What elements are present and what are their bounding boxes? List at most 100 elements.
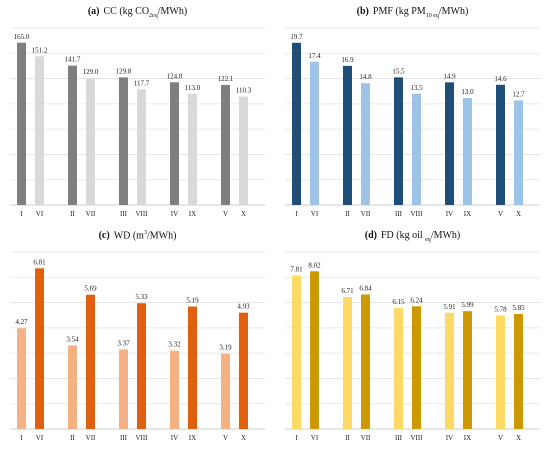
tick-label: II (70, 434, 75, 442)
chart-title: (a) CC (kg CO2eq/MWh) (0, 6, 275, 19)
chart-panel-pmf: (b) PMF (kg PM10 eq/MWh) 19.7 I 17.4 VI 16.9 I… (275, 0, 550, 224)
data-label: 13.0 (461, 88, 474, 96)
panel-letter: (b) (356, 6, 369, 17)
bar (361, 294, 370, 429)
data-label: 5.33 (135, 293, 148, 301)
tick-label: I (295, 434, 298, 442)
tick-label: II (70, 210, 75, 218)
data-label: 7.81 (290, 265, 303, 273)
data-label: 6.81 (33, 258, 46, 266)
tick-label: III (395, 210, 403, 218)
tick-label: IX (464, 210, 471, 218)
bar (188, 93, 197, 205)
data-label: 14.8 (359, 73, 372, 81)
data-label: 12.7 (512, 90, 525, 98)
bar (496, 315, 505, 429)
data-label: 5.99 (461, 301, 474, 309)
title-unit: /MWh) (438, 6, 469, 17)
data-label: 5.78 (494, 305, 507, 313)
data-label: 8.02 (308, 261, 321, 269)
tick-label: VII (361, 434, 371, 442)
data-label: 5.91 (443, 303, 456, 311)
tick-label: II (345, 434, 350, 442)
data-label: 5.85 (512, 304, 525, 312)
tick-label: VII (361, 210, 371, 218)
tick-label: IX (189, 434, 196, 442)
tick-label: III (120, 210, 128, 218)
title-text: CC (kg CO (103, 6, 150, 17)
data-label: 3.32 (168, 341, 181, 349)
bar (68, 345, 77, 429)
panel-letter: (c) (98, 230, 110, 242)
tick-label: VIII (410, 434, 423, 442)
tick-label: V (498, 434, 503, 442)
tick-label: VIII (410, 210, 423, 218)
chart-panel-cc: (a) CC (kg CO2eq/MWh) 165.0 I 151.2 VI 141.7 I… (0, 0, 275, 224)
chart-panel-wd: (c) WD (m3/MWh) 4.27 I 6.81 VI 3.54 II 5.69 VII 3… (0, 224, 275, 449)
tick-label: IV (171, 210, 178, 218)
bar (86, 78, 95, 205)
data-label: 4.27 (15, 318, 28, 326)
data-label: 129.8 (116, 67, 132, 75)
title-subscript: eq (425, 237, 431, 243)
bar (412, 93, 421, 205)
tick-label: X (241, 210, 246, 218)
bar (221, 353, 230, 429)
bar (68, 65, 77, 205)
title-superscript: 3 (143, 230, 147, 236)
chart-panel-fd: (d) FD (kg oil eq/MWh) 7.81 I 8.02 VI 6.71 II 6… (275, 224, 550, 449)
data-label: 17.4 (308, 52, 321, 60)
data-label: 15.5 (392, 67, 405, 75)
tick-label: X (516, 210, 521, 218)
data-label: 5.69 (84, 285, 97, 293)
data-label: 6.71 (341, 287, 354, 295)
title-text: PMF (kg PM (372, 6, 426, 17)
chart-title: (b) PMF (kg PM10 eq/MWh) (275, 6, 550, 19)
data-label: 117.7 (134, 79, 150, 87)
data-label: 3.19 (219, 344, 232, 352)
title-unit: /MWh) (430, 230, 461, 241)
bar (86, 294, 95, 429)
bar (292, 275, 301, 429)
data-label: 4.93 (237, 303, 250, 311)
tick-label: VIII (135, 434, 148, 442)
tick-label: V (223, 210, 228, 218)
tick-label: X (241, 434, 246, 442)
bar (514, 100, 523, 205)
bar (445, 312, 454, 429)
bar (463, 97, 472, 205)
title-unit: /MWh) (146, 230, 177, 242)
tick-label: III (395, 434, 403, 442)
tick-label: VI (311, 434, 319, 442)
bar-chart-wd: 4.27 I 6.81 VI 3.54 II 5.69 VII 3.37 III 5.33 VIII 3… (10, 251, 265, 442)
title-text: WD (m (113, 230, 144, 242)
bar (496, 84, 505, 205)
tick-label: IV (171, 434, 178, 442)
tick-label: VI (36, 434, 44, 442)
tick-label: II (345, 210, 350, 218)
bar (343, 297, 352, 429)
panel-letter: (d) (364, 230, 377, 241)
data-label: 6.24 (410, 296, 423, 304)
bar (310, 61, 319, 206)
bar (310, 271, 319, 429)
title-text: FD (kg oil (380, 230, 426, 241)
data-label: 13.5 (410, 84, 423, 92)
tick-label: X (516, 434, 521, 442)
bar (361, 83, 370, 205)
data-label: 113.0 (185, 84, 201, 92)
data-label: 3.37 (117, 339, 130, 347)
bar (239, 312, 248, 429)
tick-label: III (120, 434, 128, 442)
chart-title: (d) FD (kg oil eq/MWh) (275, 230, 550, 243)
bar-chart-pmf: 19.7 I 17.4 VI 16.9 II 14.8 VII 15.5 III 13.5 VIII 1… (285, 27, 540, 218)
bar (35, 56, 44, 205)
title-subscript: 2eq (149, 13, 158, 19)
data-label: 3.54 (66, 335, 79, 343)
tick-label: VIII (135, 210, 148, 218)
bar (445, 82, 454, 205)
bar (343, 65, 352, 205)
bar (119, 77, 128, 205)
bar (394, 308, 403, 429)
bar (221, 84, 230, 205)
